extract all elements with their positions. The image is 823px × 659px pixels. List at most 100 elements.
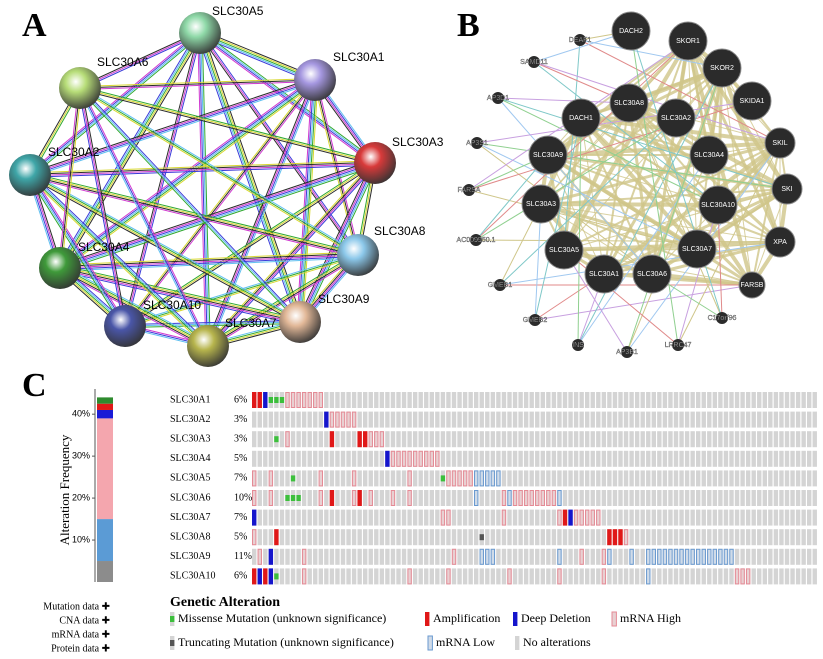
cell bbox=[657, 450, 662, 467]
cell bbox=[784, 431, 790, 448]
cell bbox=[462, 548, 468, 565]
mrna-high bbox=[301, 548, 307, 565]
cell bbox=[457, 411, 462, 428]
edge bbox=[30, 173, 301, 322]
cell bbox=[313, 450, 318, 467]
node-label: SLC30A6 bbox=[637, 271, 667, 278]
edge bbox=[468, 100, 753, 191]
gene-label: SLC30A9 bbox=[170, 551, 211, 562]
cell bbox=[412, 509, 418, 526]
cell bbox=[296, 470, 301, 487]
cell bbox=[374, 568, 379, 585]
cell bbox=[279, 431, 285, 448]
edge bbox=[28, 176, 300, 325]
cell bbox=[673, 431, 679, 448]
edge bbox=[475, 239, 781, 243]
mrna-low bbox=[557, 548, 562, 565]
mrna-high bbox=[601, 568, 607, 585]
cell bbox=[807, 529, 812, 546]
cell bbox=[263, 529, 268, 546]
cell bbox=[346, 450, 351, 467]
cell bbox=[540, 509, 545, 526]
mrna-high bbox=[407, 568, 412, 585]
cell bbox=[757, 392, 762, 408]
edge bbox=[302, 80, 319, 323]
cell bbox=[618, 392, 623, 408]
mrna-high bbox=[390, 490, 396, 506]
cell bbox=[812, 450, 817, 467]
cell bbox=[551, 509, 557, 526]
cell bbox=[568, 529, 573, 546]
node-label: GMEB2 bbox=[523, 317, 548, 324]
edge bbox=[579, 39, 723, 69]
cell bbox=[807, 392, 812, 408]
cell bbox=[723, 509, 729, 526]
cell bbox=[618, 470, 623, 487]
cell bbox=[623, 470, 629, 487]
cell bbox=[718, 529, 723, 546]
cell bbox=[301, 490, 307, 506]
amplification bbox=[257, 392, 262, 408]
edge bbox=[59, 79, 316, 269]
cell bbox=[523, 509, 529, 526]
mrna-high bbox=[290, 392, 296, 408]
cell bbox=[396, 548, 401, 565]
cell bbox=[596, 529, 601, 546]
cell bbox=[340, 470, 346, 487]
edge bbox=[30, 174, 209, 346]
cell bbox=[757, 431, 762, 448]
cell bbox=[318, 529, 323, 546]
edge bbox=[207, 253, 358, 346]
cell bbox=[324, 509, 329, 526]
cell bbox=[324, 548, 329, 565]
cell bbox=[707, 470, 712, 487]
cell bbox=[579, 470, 584, 487]
cell bbox=[707, 392, 712, 408]
cell bbox=[268, 411, 274, 428]
cell bbox=[562, 568, 568, 585]
cell bbox=[296, 568, 301, 585]
cell bbox=[612, 392, 618, 408]
mrna-high bbox=[462, 470, 468, 487]
cell bbox=[290, 431, 296, 448]
cell bbox=[351, 548, 357, 565]
cell bbox=[351, 392, 357, 408]
cell bbox=[435, 392, 440, 408]
cell bbox=[446, 431, 451, 448]
cell bbox=[579, 490, 584, 506]
cell bbox=[729, 450, 734, 467]
deep-deletion bbox=[268, 548, 274, 565]
cell bbox=[790, 548, 795, 565]
bar-segment bbox=[97, 403, 113, 410]
cell bbox=[379, 392, 385, 408]
cell bbox=[707, 509, 712, 526]
node-label: SLC30A2 bbox=[48, 145, 100, 159]
cell bbox=[407, 548, 412, 565]
cell bbox=[757, 490, 762, 506]
mrna-high bbox=[368, 431, 373, 448]
edge bbox=[313, 80, 358, 256]
side-label: Mutation data ✚ bbox=[43, 601, 110, 612]
legend-label: Amplification bbox=[433, 611, 500, 625]
cell bbox=[568, 490, 573, 506]
mrna-low bbox=[507, 490, 512, 506]
cell bbox=[462, 490, 468, 506]
cell bbox=[557, 411, 562, 428]
cell bbox=[457, 529, 462, 546]
edge bbox=[650, 187, 789, 276]
mrna-high bbox=[740, 568, 745, 585]
cell bbox=[412, 470, 418, 487]
edge bbox=[296, 79, 313, 322]
mrna-high bbox=[585, 509, 590, 526]
cell bbox=[490, 392, 496, 408]
mrna-high bbox=[318, 470, 324, 487]
cell bbox=[368, 411, 373, 428]
cell bbox=[795, 490, 801, 506]
side-label: Protein data ✚ bbox=[51, 643, 110, 654]
mrna-low bbox=[646, 548, 651, 565]
edge bbox=[299, 79, 316, 323]
cell bbox=[784, 470, 790, 487]
edge bbox=[60, 33, 202, 270]
cell bbox=[479, 490, 484, 506]
cell bbox=[684, 470, 690, 487]
